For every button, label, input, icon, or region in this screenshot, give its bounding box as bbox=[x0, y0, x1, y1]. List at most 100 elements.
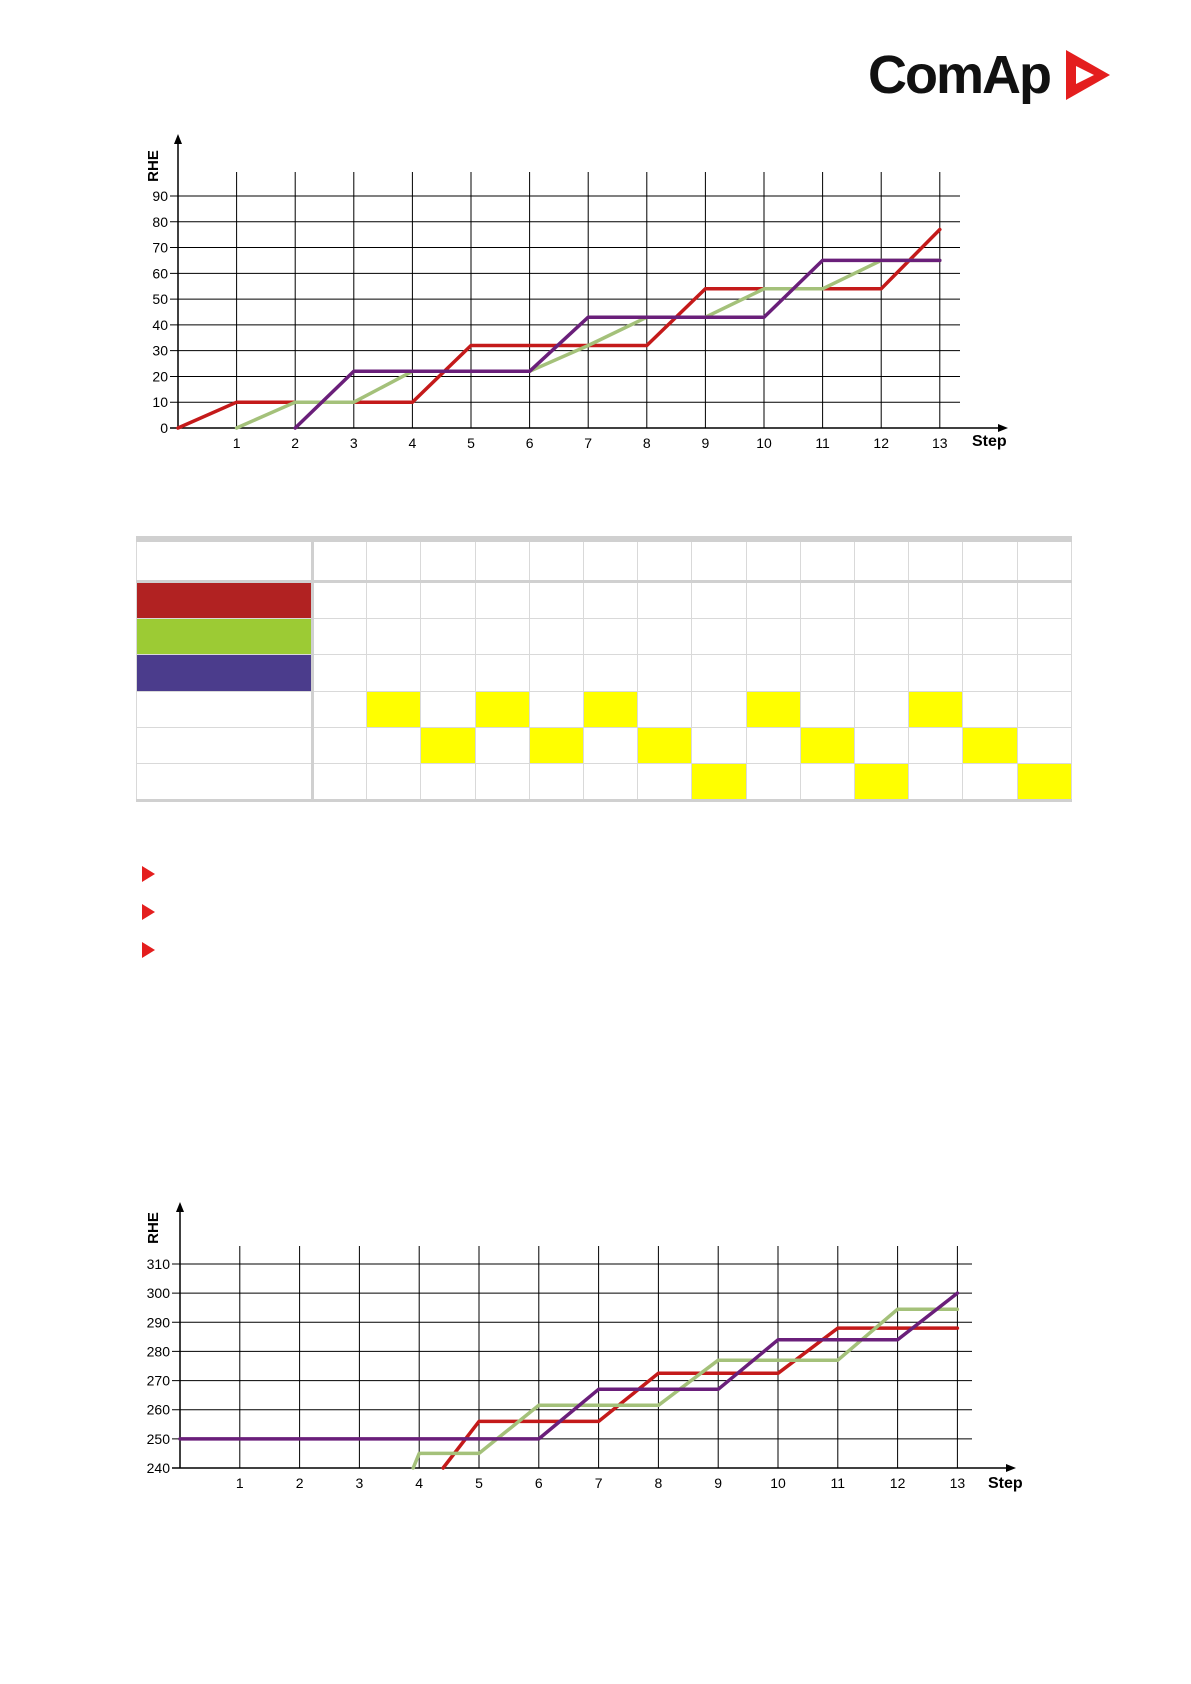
y-tick-label: 310 bbox=[147, 1256, 171, 1272]
x-tick-label: 13 bbox=[932, 435, 948, 451]
table-cell bbox=[528, 654, 585, 692]
table-cell bbox=[691, 581, 747, 620]
y-tick-label: 270 bbox=[147, 1373, 171, 1389]
table-cell bbox=[311, 726, 368, 764]
row-label-cell bbox=[136, 690, 314, 728]
table-cell bbox=[745, 654, 801, 692]
table-cell bbox=[311, 618, 368, 656]
table-cell bbox=[420, 690, 476, 728]
table-header-cell bbox=[583, 536, 639, 584]
bullet-arrow-icon bbox=[142, 866, 155, 882]
legend-color-cell bbox=[136, 581, 314, 620]
table-cell bbox=[962, 762, 1018, 803]
table-cell bbox=[745, 581, 801, 620]
table-cell bbox=[311, 581, 368, 620]
table-cell bbox=[745, 618, 801, 656]
x-axis-arrow-icon bbox=[998, 424, 1008, 432]
table-cell bbox=[528, 690, 585, 728]
table-cell bbox=[962, 581, 1018, 620]
table-cell bbox=[691, 726, 747, 764]
table-cell bbox=[366, 581, 422, 620]
table-cell bbox=[420, 762, 476, 803]
table-cell bbox=[528, 762, 585, 803]
series-line-3 bbox=[178, 1291, 960, 1441]
step-table bbox=[136, 536, 1073, 803]
table-cell bbox=[908, 618, 964, 656]
series-line-1 bbox=[441, 1326, 960, 1470]
x-axis-title: Step bbox=[972, 433, 1007, 450]
table-row bbox=[136, 536, 1073, 584]
table-cell bbox=[474, 654, 530, 692]
table-cell bbox=[962, 690, 1018, 728]
series-line-2 bbox=[411, 1307, 960, 1470]
table-cell bbox=[474, 762, 530, 803]
table-row bbox=[136, 618, 1073, 656]
highlight-cell bbox=[1016, 762, 1073, 803]
highlight-cell bbox=[366, 690, 422, 728]
table-header-cell bbox=[745, 536, 801, 584]
x-tick-label: 4 bbox=[409, 435, 417, 451]
table-cell bbox=[1016, 726, 1073, 764]
table-cell bbox=[799, 618, 856, 656]
logo-wordmark: ComAp bbox=[868, 45, 1052, 105]
x-tick-label: 8 bbox=[655, 1475, 663, 1491]
x-tick-label: 6 bbox=[535, 1475, 543, 1491]
legend-color-cell bbox=[136, 654, 314, 692]
highlight-cell bbox=[962, 726, 1018, 764]
table-cell bbox=[799, 654, 856, 692]
table-header-cell bbox=[962, 536, 1018, 584]
table-cell bbox=[854, 654, 910, 692]
table-header-cell bbox=[1016, 536, 1073, 584]
x-tick-label: 3 bbox=[356, 1475, 364, 1491]
table-cell bbox=[366, 618, 422, 656]
x-tick-label: 10 bbox=[756, 435, 772, 451]
highlight-cell bbox=[583, 690, 639, 728]
table-cell bbox=[745, 762, 801, 803]
highlight-cell bbox=[420, 726, 476, 764]
table-header-cell bbox=[908, 536, 964, 584]
y-tick-label: 80 bbox=[152, 214, 168, 230]
x-tick-label: 7 bbox=[595, 1475, 603, 1491]
y-tick-label: 10 bbox=[152, 394, 168, 410]
table-cell bbox=[745, 726, 801, 764]
x-tick-label: 6 bbox=[526, 435, 534, 451]
y-tick-label: 300 bbox=[147, 1285, 171, 1301]
table-cell bbox=[691, 618, 747, 656]
highlight-cell bbox=[474, 690, 530, 728]
table-cell bbox=[311, 690, 368, 728]
table-cell bbox=[583, 654, 639, 692]
table-header-cell bbox=[691, 536, 747, 584]
x-tick-label: 13 bbox=[950, 1475, 966, 1491]
y-tick-label: 40 bbox=[152, 317, 168, 333]
y-tick-label: 280 bbox=[147, 1343, 171, 1359]
table-cell bbox=[420, 618, 476, 656]
y-tick-label: 70 bbox=[152, 240, 168, 256]
x-tick-label: 5 bbox=[475, 1475, 483, 1491]
y-tick-label: 240 bbox=[147, 1460, 171, 1476]
x-tick-label: 12 bbox=[890, 1475, 906, 1491]
x-tick-label: 2 bbox=[291, 435, 299, 451]
table-cell bbox=[799, 762, 856, 803]
x-tick-label: 9 bbox=[702, 435, 710, 451]
table-cell bbox=[637, 762, 693, 803]
table-cell bbox=[799, 690, 856, 728]
bullet-arrow-icon bbox=[142, 942, 155, 958]
y-tick-label: 60 bbox=[152, 265, 168, 281]
highlight-cell bbox=[908, 690, 964, 728]
table-cell bbox=[1016, 581, 1073, 620]
row-label-cell bbox=[136, 726, 314, 764]
table-cell bbox=[637, 690, 693, 728]
y-tick-label: 0 bbox=[160, 420, 168, 436]
table-cell bbox=[583, 762, 639, 803]
table-header-cell bbox=[637, 536, 693, 584]
bullet-arrow-icon bbox=[142, 904, 155, 920]
highlight-cell bbox=[637, 726, 693, 764]
table-cell bbox=[799, 581, 856, 620]
y-tick-label: 20 bbox=[152, 368, 168, 384]
table-row bbox=[136, 726, 1073, 764]
table-cell bbox=[474, 618, 530, 656]
x-tick-label: 7 bbox=[584, 435, 592, 451]
x-tick-label: 11 bbox=[815, 435, 830, 451]
table-cell bbox=[854, 690, 910, 728]
